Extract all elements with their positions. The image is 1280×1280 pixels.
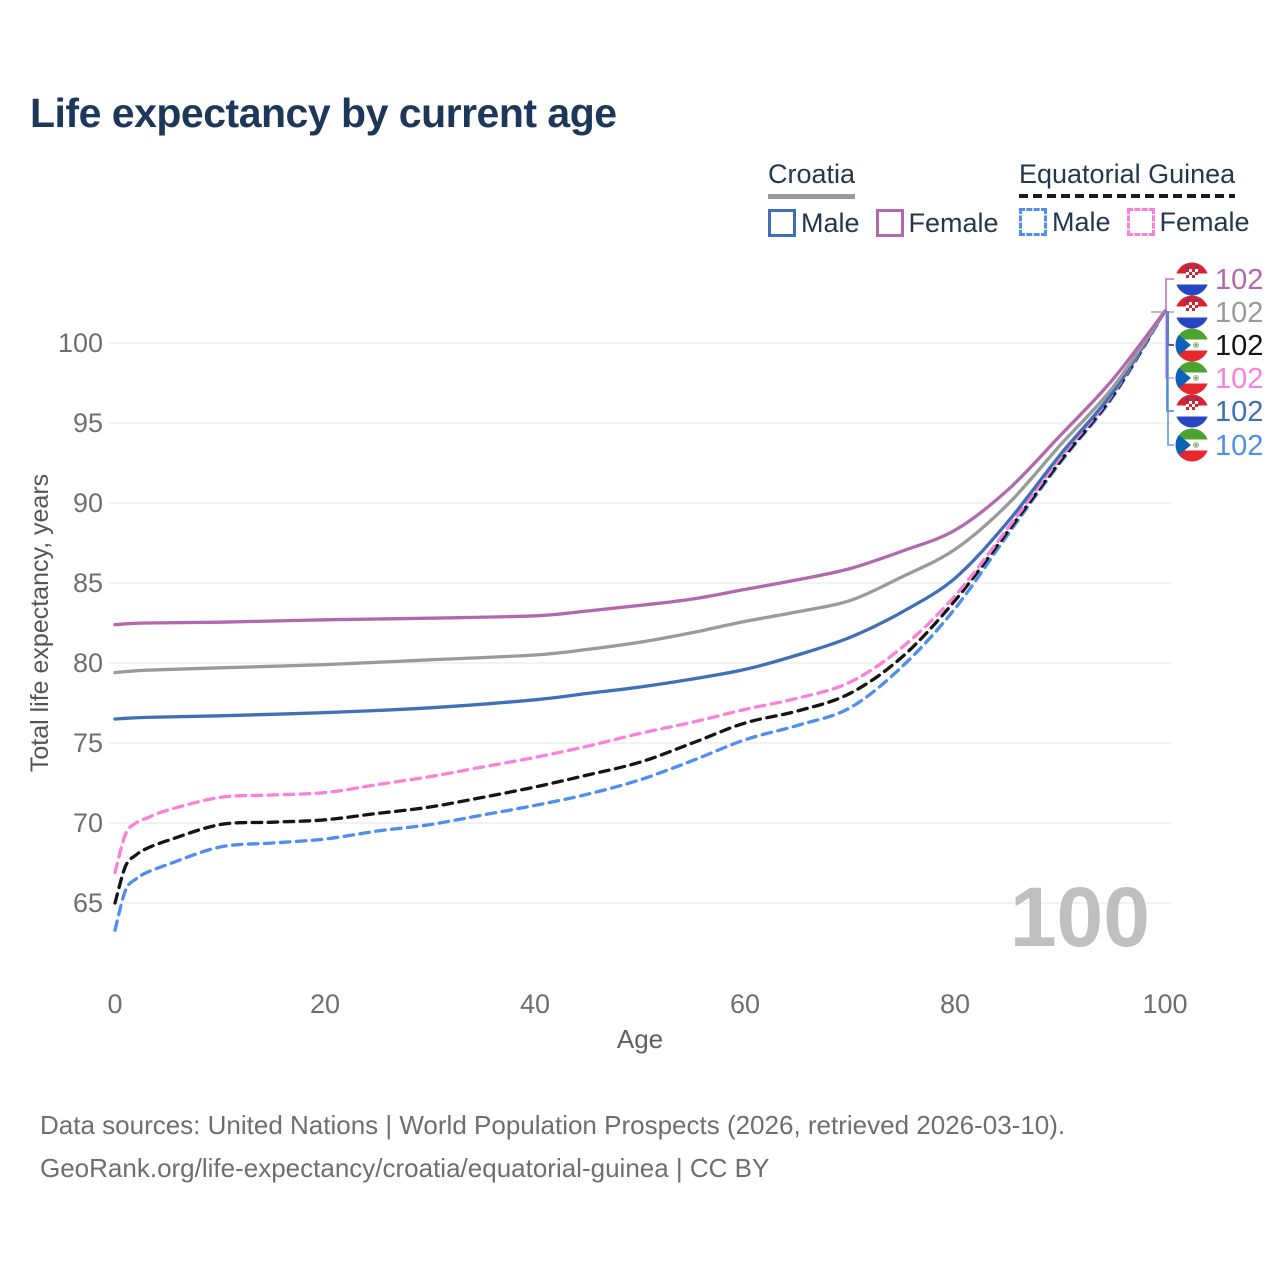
legend: Croatia Male Female Equatorial Guinea Ma… [0, 159, 1280, 240]
leader-line-equatorial-guinea-male [1165, 311, 1174, 446]
footer-data-sources: Data sources: United Nations | World Pop… [40, 1110, 1066, 1140]
legend-group-equatorial-guinea: Equatorial Guinea Male Female [1019, 159, 1266, 238]
x-tick-label-0: 0 [107, 989, 122, 1019]
legend-label-croatia-female[interactable]: Female [908, 207, 999, 238]
series-line-equatorial-guinea-both[interactable] [113, 309, 1167, 905]
legend-swatch-croatia-female[interactable] [875, 209, 904, 238]
y-tick-label-70: 70 [73, 808, 103, 838]
y-tick-label-65: 65 [73, 888, 103, 918]
equatorial-guinea-dashed-line-swatch [1019, 193, 1236, 198]
x-tick-label-60: 60 [730, 989, 760, 1019]
flag-icon-croatia-male [1175, 394, 1209, 428]
legend-country-equatorial-guinea-label: Equatorial Guinea [1019, 159, 1236, 189]
y-tick-label-80: 80 [73, 648, 103, 678]
legend-label-equatorial-guinea-female[interactable]: Female [1159, 206, 1250, 237]
series-line-croatia-male[interactable] [113, 309, 1167, 721]
series-line-equatorial-guinea-male[interactable] [113, 309, 1167, 932]
end-value-label-croatia-both: 102 [1215, 297, 1263, 329]
series-line-croatia-both[interactable] [113, 309, 1167, 675]
age-watermark: 100 [1010, 870, 1150, 964]
end-value-label-equatorial-guinea-male: 102 [1215, 430, 1263, 462]
y-tick-label-100: 100 [58, 328, 103, 358]
flag-icon-croatia-both [1175, 295, 1209, 329]
end-value-label-croatia-female: 102 [1215, 264, 1263, 296]
x-tick-label-40: 40 [520, 989, 550, 1019]
legend-swatch-equatorial-guinea-female[interactable] [1126, 208, 1155, 237]
x-axis-title: Age [617, 1024, 663, 1054]
y-axis-title: Total life expectancy, years [26, 474, 54, 772]
y-tick-label-90: 90 [73, 488, 103, 518]
flag-icon-croatia-female [1175, 262, 1209, 296]
flag-icon-equatorial-guinea-male [1175, 428, 1209, 462]
legend-country-croatia[interactable]: Croatia [768, 159, 856, 199]
leader-line-croatia-male [1165, 311, 1174, 412]
series-line-croatia-female[interactable] [113, 309, 1167, 627]
legend-country-croatia-label: Croatia [768, 159, 856, 189]
legend-group-croatia: Croatia Male Female [768, 159, 1015, 239]
chart-footer: Data sources: United Nations | World Pop… [40, 1104, 1240, 1190]
x-tick-label-80: 80 [940, 989, 970, 1019]
legend-swatch-equatorial-guinea-male[interactable] [1019, 208, 1047, 237]
footer-attribution: GeoRank.org/life-expectancy/croatia/equa… [40, 1152, 770, 1183]
end-value-label-equatorial-guinea-both: 102 [1215, 330, 1263, 362]
x-tick-label-20: 20 [310, 989, 340, 1019]
flag-icon-equatorial-guinea-female [1175, 361, 1209, 395]
legend-label-equatorial-guinea-male[interactable]: Male [1052, 206, 1111, 237]
end-value-label-equatorial-guinea-female: 102 [1215, 363, 1263, 395]
y-tick-label-75: 75 [73, 728, 103, 758]
page-title: Life expectancy by current age [30, 90, 617, 136]
legend-label-croatia-male[interactable]: Male [801, 207, 860, 238]
end-value-label-croatia-male: 102 [1215, 396, 1263, 428]
leader-line-croatia-female [1165, 278, 1174, 313]
croatia-solid-line-swatch [768, 193, 856, 199]
y-tick-label-95: 95 [73, 408, 103, 438]
legend-swatch-croatia-male[interactable] [768, 209, 796, 238]
y-tick-label-85: 85 [73, 568, 103, 598]
flag-icon-equatorial-guinea-both [1175, 328, 1209, 362]
x-tick-label-100: 100 [1142, 989, 1187, 1019]
series-line-equatorial-guinea-female[interactable] [113, 309, 1167, 875]
legend-country-equatorial-guinea[interactable]: Equatorial Guinea [1019, 159, 1236, 198]
